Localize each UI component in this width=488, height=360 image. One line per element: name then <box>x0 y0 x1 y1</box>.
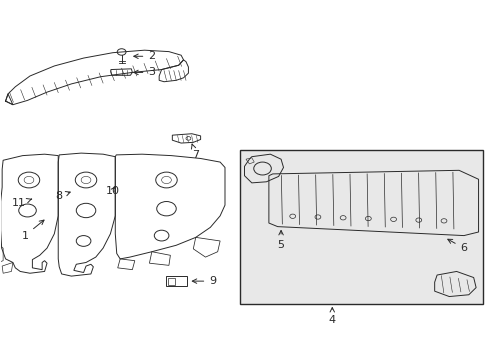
Bar <box>239 149 483 304</box>
Text: 2: 2 <box>134 51 155 61</box>
Text: 11: 11 <box>12 198 32 208</box>
Bar <box>165 276 186 286</box>
Text: 6: 6 <box>447 239 467 253</box>
Text: 3: 3 <box>134 67 155 77</box>
Text: 4: 4 <box>328 307 335 325</box>
Text: 9: 9 <box>192 276 216 286</box>
Text: 8: 8 <box>56 191 70 201</box>
Text: 7: 7 <box>191 144 199 160</box>
Text: 10: 10 <box>105 186 120 196</box>
Text: 1: 1 <box>21 220 44 240</box>
Text: 5: 5 <box>277 230 284 249</box>
Bar <box>168 278 175 285</box>
